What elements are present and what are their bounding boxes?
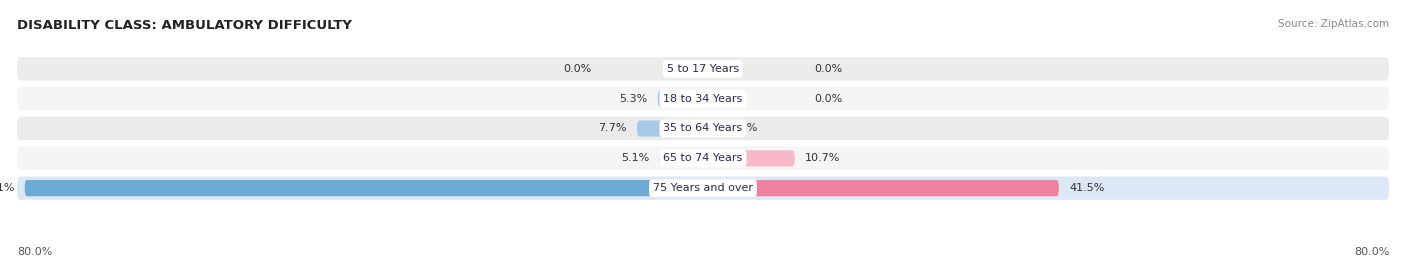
Text: 80.0%: 80.0%	[17, 247, 52, 257]
Text: 5.1%: 5.1%	[620, 153, 650, 163]
FancyBboxPatch shape	[659, 150, 703, 166]
FancyBboxPatch shape	[637, 120, 703, 137]
Text: 5 to 17 Years: 5 to 17 Years	[666, 64, 740, 74]
FancyBboxPatch shape	[17, 147, 1389, 170]
FancyBboxPatch shape	[17, 117, 1389, 140]
FancyBboxPatch shape	[17, 177, 1389, 200]
Text: 5.3%: 5.3%	[619, 94, 647, 104]
FancyBboxPatch shape	[17, 57, 1389, 80]
Text: 75 Years and over: 75 Years and over	[652, 183, 754, 193]
Text: 80.0%: 80.0%	[1354, 247, 1389, 257]
Text: 1.9%: 1.9%	[730, 124, 758, 133]
Text: 79.1%: 79.1%	[0, 183, 14, 193]
Text: 10.7%: 10.7%	[806, 153, 841, 163]
Text: 18 to 34 Years: 18 to 34 Years	[664, 94, 742, 104]
Text: 0.0%: 0.0%	[814, 94, 842, 104]
Text: 7.7%: 7.7%	[598, 124, 627, 133]
FancyBboxPatch shape	[24, 180, 703, 196]
Text: Source: ZipAtlas.com: Source: ZipAtlas.com	[1278, 19, 1389, 29]
Text: DISABILITY CLASS: AMBULATORY DIFFICULTY: DISABILITY CLASS: AMBULATORY DIFFICULTY	[17, 19, 352, 32]
Text: 65 to 74 Years: 65 to 74 Years	[664, 153, 742, 163]
FancyBboxPatch shape	[17, 87, 1389, 110]
Text: 35 to 64 Years: 35 to 64 Years	[664, 124, 742, 133]
FancyBboxPatch shape	[658, 91, 703, 107]
Text: 41.5%: 41.5%	[1069, 183, 1105, 193]
FancyBboxPatch shape	[703, 180, 1059, 196]
FancyBboxPatch shape	[703, 120, 720, 137]
Text: 0.0%: 0.0%	[564, 64, 592, 74]
FancyBboxPatch shape	[703, 150, 794, 166]
Text: 0.0%: 0.0%	[814, 64, 842, 74]
